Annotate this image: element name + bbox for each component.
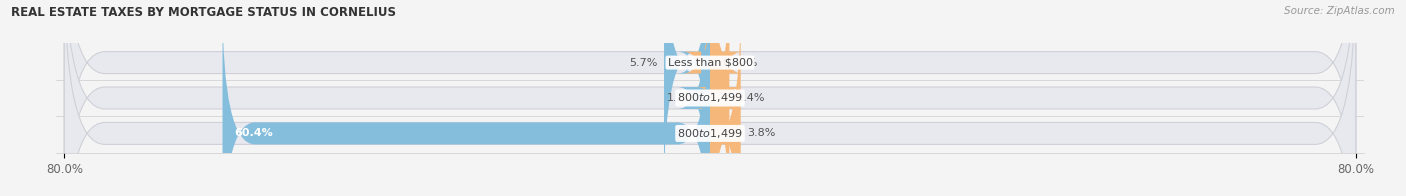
Text: 2.4%: 2.4% bbox=[735, 93, 765, 103]
FancyBboxPatch shape bbox=[683, 0, 742, 193]
Text: 5.7%: 5.7% bbox=[630, 58, 658, 68]
FancyBboxPatch shape bbox=[65, 0, 1355, 196]
FancyBboxPatch shape bbox=[709, 3, 742, 196]
Text: 60.4%: 60.4% bbox=[235, 128, 273, 138]
Text: Source: ZipAtlas.com: Source: ZipAtlas.com bbox=[1284, 6, 1395, 16]
FancyBboxPatch shape bbox=[664, 0, 710, 193]
Text: 0.67%: 0.67% bbox=[721, 58, 758, 68]
FancyBboxPatch shape bbox=[222, 3, 710, 196]
Text: $800 to $1,499: $800 to $1,499 bbox=[678, 127, 742, 140]
FancyBboxPatch shape bbox=[65, 0, 1355, 196]
Text: 1.1%: 1.1% bbox=[666, 93, 695, 103]
FancyBboxPatch shape bbox=[65, 0, 1355, 196]
FancyBboxPatch shape bbox=[678, 0, 734, 196]
Text: $800 to $1,499: $800 to $1,499 bbox=[678, 92, 742, 104]
Text: REAL ESTATE TAXES BY MORTGAGE STATUS IN CORNELIUS: REAL ESTATE TAXES BY MORTGAGE STATUS IN … bbox=[11, 6, 396, 19]
Text: 3.8%: 3.8% bbox=[747, 128, 776, 138]
Text: Less than $800: Less than $800 bbox=[668, 58, 752, 68]
FancyBboxPatch shape bbox=[697, 0, 742, 196]
